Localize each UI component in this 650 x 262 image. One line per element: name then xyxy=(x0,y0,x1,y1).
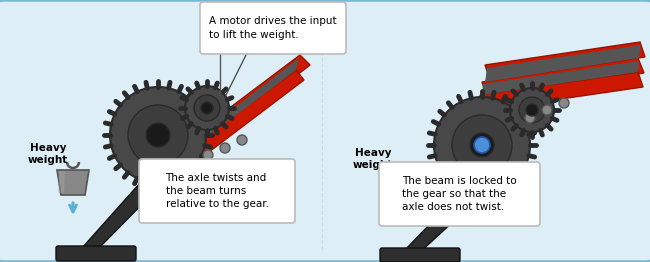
Polygon shape xyxy=(166,58,299,168)
Polygon shape xyxy=(167,55,310,167)
Circle shape xyxy=(510,88,554,132)
Circle shape xyxy=(185,86,229,130)
Circle shape xyxy=(146,123,170,147)
Polygon shape xyxy=(482,61,639,95)
Polygon shape xyxy=(482,58,644,97)
Circle shape xyxy=(194,95,220,121)
Text: Heavy
weight: Heavy weight xyxy=(28,143,68,165)
Circle shape xyxy=(128,105,188,165)
Circle shape xyxy=(542,105,552,115)
Circle shape xyxy=(201,102,213,114)
Circle shape xyxy=(559,98,569,108)
Circle shape xyxy=(452,115,512,175)
Circle shape xyxy=(203,150,213,160)
Polygon shape xyxy=(65,175,160,258)
Circle shape xyxy=(470,133,494,157)
Polygon shape xyxy=(62,248,130,258)
Circle shape xyxy=(525,113,535,123)
Polygon shape xyxy=(383,174,390,196)
Polygon shape xyxy=(58,171,65,193)
Circle shape xyxy=(474,137,490,153)
Text: Heavy
weight: Heavy weight xyxy=(353,148,393,170)
FancyBboxPatch shape xyxy=(139,159,295,223)
Circle shape xyxy=(220,143,230,153)
Polygon shape xyxy=(485,42,645,80)
FancyBboxPatch shape xyxy=(379,162,540,226)
Polygon shape xyxy=(388,183,482,260)
FancyBboxPatch shape xyxy=(380,248,460,262)
Circle shape xyxy=(237,135,247,145)
FancyBboxPatch shape xyxy=(56,246,136,261)
Polygon shape xyxy=(480,72,643,110)
Text: The beam is locked to
the gear so that the
axle does not twist.: The beam is locked to the gear so that t… xyxy=(402,176,517,212)
Polygon shape xyxy=(485,45,641,82)
Polygon shape xyxy=(162,70,304,180)
Circle shape xyxy=(110,87,206,183)
Circle shape xyxy=(519,97,545,123)
Polygon shape xyxy=(382,173,414,198)
Circle shape xyxy=(526,104,538,116)
Text: A motor drives the input
to lift the weight.: A motor drives the input to lift the wei… xyxy=(209,17,337,40)
Circle shape xyxy=(434,97,530,193)
FancyBboxPatch shape xyxy=(200,2,346,54)
Text: The axle twists and
the beam turns
relative to the gear.: The axle twists and the beam turns relat… xyxy=(166,173,268,209)
Polygon shape xyxy=(57,170,89,195)
